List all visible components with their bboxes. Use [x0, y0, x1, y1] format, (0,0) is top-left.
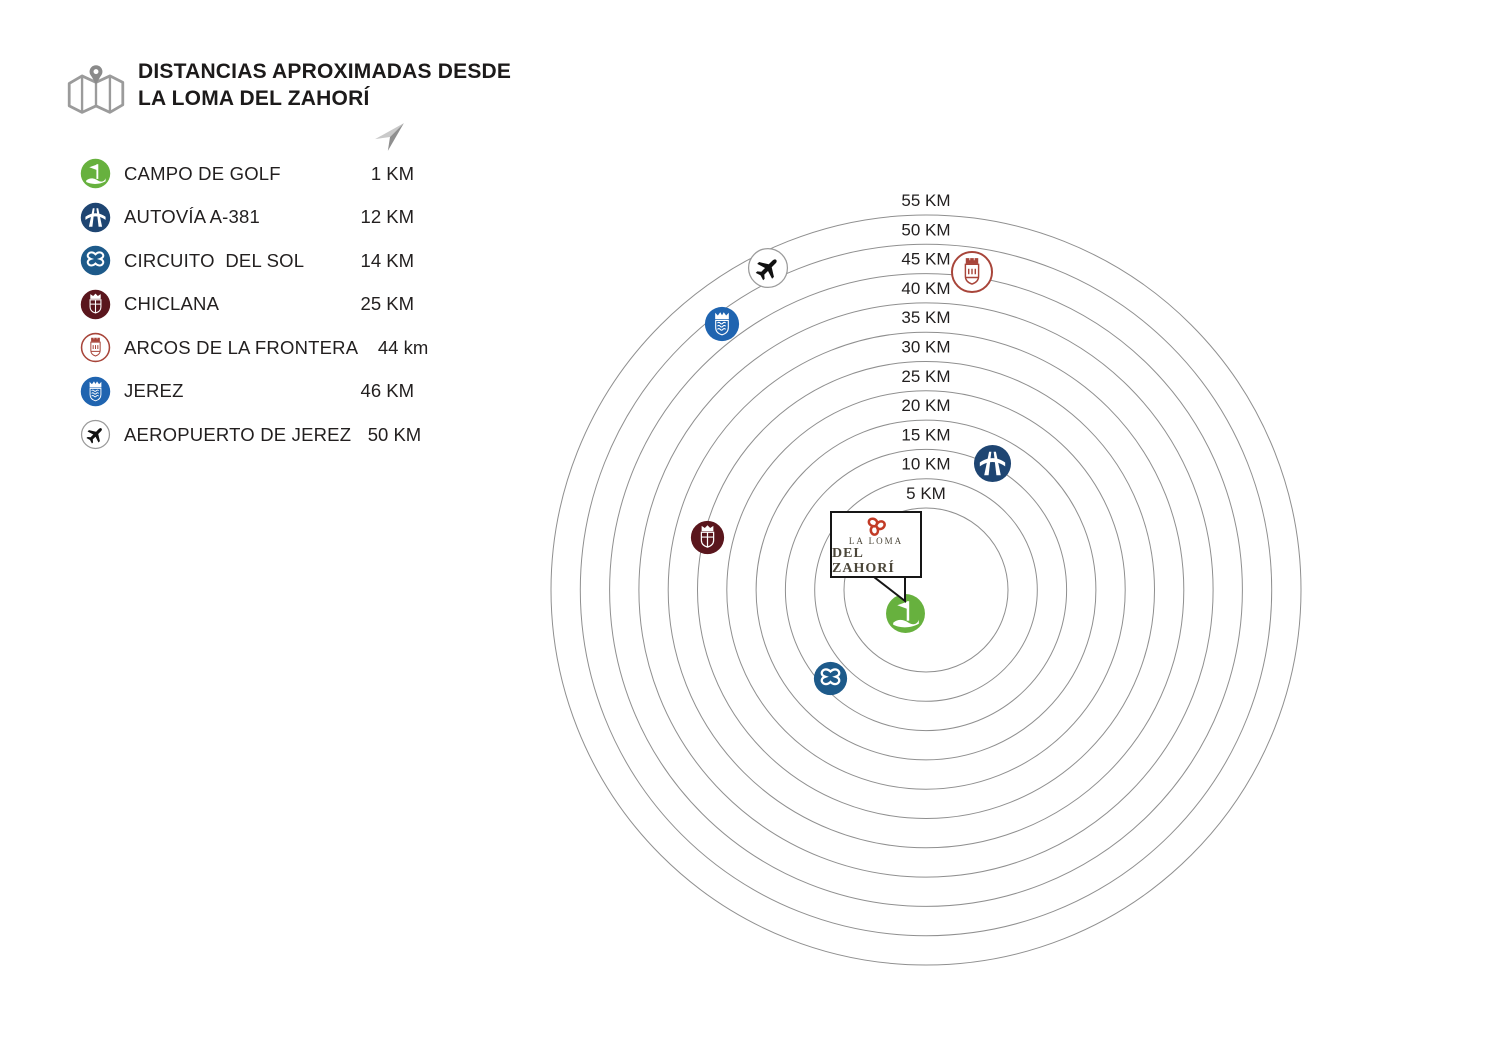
- legend-label: ARCOS DE LA FRONTERA: [124, 336, 359, 358]
- distance-ring: [726, 390, 1126, 790]
- legend-label: AUTOVÍA A-381: [124, 206, 260, 228]
- legend-label: CIRCUITO DEL SOL: [124, 249, 305, 271]
- legend-distance: 1 KM: [370, 162, 414, 184]
- ring-label: 20 KM: [901, 396, 950, 415]
- map-icon: [67, 65, 125, 114]
- marker-arcos-de-la-frontera: [950, 250, 994, 294]
- legend-item-autovia: AUTOVÍA A-381 12 KM: [80, 196, 414, 240]
- page-title: DISTANCIAS APROXIMADAS DESDE LA LOMA DEL…: [138, 58, 511, 120]
- legend-item-chiclana: CHICLANA 25 KM: [80, 283, 414, 327]
- ring-label: 30 KM: [901, 338, 950, 357]
- ring-label: 5 KM: [906, 484, 946, 503]
- chiclana-crest-icon: [80, 289, 111, 320]
- bubble-tail: [872, 576, 906, 604]
- airplane-icon: [80, 419, 111, 450]
- distance-ring: [755, 419, 1097, 761]
- golf-icon: [80, 158, 111, 189]
- ring-label: 10 KM: [901, 455, 950, 474]
- legend-item-arcos: ARCOS DE LA FRONTERA 44 km: [80, 326, 428, 370]
- ring-label: 15 KM: [901, 425, 950, 444]
- distance-ring: [843, 507, 1009, 673]
- title-line-1: DISTANCIAS APROXIMADAS DESDE: [138, 60, 512, 83]
- arcos-crest-icon: [950, 250, 994, 294]
- legend-label: JEREZ: [124, 380, 184, 402]
- legend-item-jerez: JEREZ 46 KM: [80, 370, 414, 414]
- legend-label: CAMPO DE GOLF: [124, 162, 281, 184]
- marker-jerez: [704, 306, 740, 342]
- legend-item-aeropuerto: AEROPUERTO DE JEREZ 50 KM: [80, 413, 421, 457]
- ring-label: 40 KM: [901, 279, 950, 298]
- arcos-crest-icon: [80, 332, 111, 363]
- marker-chiclana: [690, 520, 725, 555]
- header: DISTANCIAS APROXIMADAS DESDE LA LOMA DEL…: [66, 58, 511, 120]
- legend-label: AEROPUERTO DE JEREZ: [124, 423, 352, 445]
- logo-line-2: DEL ZAHORÍ: [832, 546, 895, 576]
- legend-distance: 14 KM: [360, 249, 414, 271]
- title-line-2: LA LOMA DEL ZAHORÍ: [138, 87, 370, 110]
- legend-distance: 25 KM: [360, 293, 414, 315]
- distance-ring: [667, 331, 1185, 849]
- legend: CAMPO DE GOLF 1 KM AUTOVÍA A-381 12 KM: [80, 152, 428, 457]
- legend-item-campo-de-golf: CAMPO DE GOLF 1 KM: [80, 152, 414, 196]
- ring-label: 50 KM: [901, 220, 950, 239]
- marker-autovia-a381: [973, 444, 1012, 483]
- marker-aeropuerto-de-jerez: [747, 247, 789, 289]
- airplane-icon: [747, 247, 789, 289]
- distance-ring: [579, 243, 1273, 937]
- circuit-icon: [813, 661, 848, 696]
- golf-icon: [886, 594, 925, 633]
- distance-ring: [609, 273, 1243, 907]
- distance-ring: [814, 478, 1038, 702]
- navigation-arrow-icon: [375, 123, 404, 151]
- legend-distance: 50 KM: [367, 423, 422, 445]
- distance-ring: [697, 361, 1155, 819]
- jerez-crest-icon: [704, 306, 740, 342]
- highway-icon: [973, 444, 1012, 483]
- circuit-icon: [80, 245, 111, 276]
- legend-distance: 12 KM: [360, 206, 414, 228]
- distance-ring: [550, 214, 1302, 966]
- marker-campo-de-golf: [885, 593, 926, 634]
- distance-ring: [784, 448, 1068, 732]
- jerez-crest-icon: [80, 376, 111, 407]
- pin-icon: [89, 65, 103, 85]
- legend-label: CHICLANA: [124, 293, 220, 315]
- rings-group: 5 KM 10 KM 15 KM 20 KM 25 KM 30 KM 35 KM 40 KM 4…: [550, 191, 1302, 966]
- legend-distance: 46 KM: [360, 380, 414, 402]
- marker-circuito-del-sol: [813, 661, 848, 696]
- ring-label: 45 KM: [901, 250, 950, 269]
- legend-distance: 44 km: [377, 336, 429, 358]
- legend-item-circuito: CIRCUITO DEL SOL 14 KM: [80, 239, 414, 283]
- triskelion-logo-icon: [867, 517, 886, 536]
- ring-label: 35 KM: [901, 308, 950, 327]
- center-logo: LA LOMA DEL ZAHORÍ: [830, 511, 922, 578]
- logo-line-1: LA LOMA: [848, 536, 904, 546]
- ring-label: 25 KM: [901, 367, 950, 386]
- ring-label: 55 KM: [901, 191, 950, 210]
- distance-ring: [638, 302, 1214, 878]
- chiclana-crest-icon: [690, 520, 725, 555]
- highway-icon: [80, 202, 111, 233]
